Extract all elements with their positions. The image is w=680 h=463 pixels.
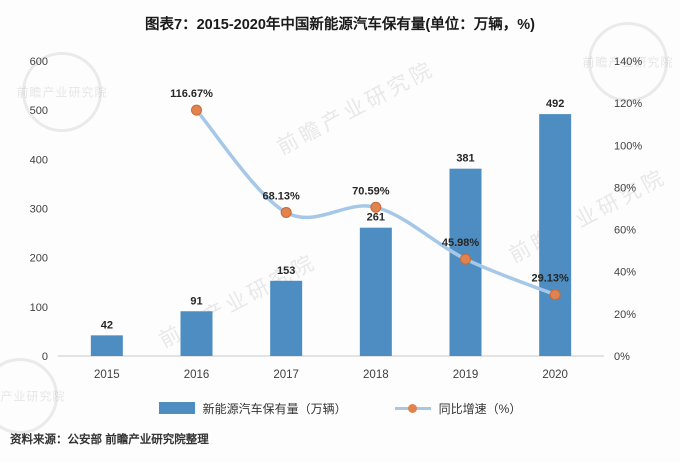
growth-value-label: 68.13% bbox=[263, 190, 301, 202]
bar-2018 bbox=[359, 227, 392, 356]
chart-area: 0 100 200 300 400 500 600 0% 20% 40% 60% 80% 100% 120… bbox=[0, 36, 680, 391]
chart-title: 图表7：2015-2020年中国新能源汽车保有量(单位：万辆，%) bbox=[145, 17, 535, 33]
bar-2016 bbox=[180, 311, 213, 356]
growth-marker-2016 bbox=[191, 104, 202, 116]
x-axis-label: 2019 bbox=[453, 369, 479, 381]
chart-legend: 新能源汽车保有量（万辆） 同比增速（%） bbox=[0, 393, 680, 423]
right-axis-tick: 100% bbox=[614, 140, 642, 152]
legend-item-line: 同比增速（%） bbox=[394, 400, 522, 417]
legend-line-marker-icon bbox=[407, 403, 417, 413]
left-axis-tick: 600 bbox=[30, 56, 48, 68]
left-axis-tick: 100 bbox=[30, 302, 48, 314]
right-axis-tick: 40% bbox=[614, 267, 636, 279]
right-axis-tick: 140% bbox=[614, 56, 642, 68]
legend-bar-swatch bbox=[158, 402, 195, 414]
growth-marker-2019 bbox=[460, 253, 471, 265]
bar-value-label: 381 bbox=[456, 153, 474, 165]
right-axis-tick: 120% bbox=[614, 98, 642, 110]
combo-chart: 0 100 200 300 400 500 600 0% 20% 40% 60% 80% 100% 120… bbox=[30, 56, 643, 381]
growth-value-label: 70.59% bbox=[352, 185, 390, 197]
x-axis-label: 2017 bbox=[273, 369, 299, 381]
bar-2015 bbox=[90, 335, 123, 356]
left-axis-tick: 300 bbox=[30, 204, 48, 216]
growth-marker-2020 bbox=[549, 289, 561, 301]
right-axis-tick: 80% bbox=[614, 182, 636, 194]
legend-item-bars: 新能源汽车保有量（万辆） bbox=[158, 400, 347, 417]
left-axis-tick: 200 bbox=[30, 253, 48, 265]
growth-value-label: 45.98% bbox=[442, 237, 480, 249]
right-axis-tick: 20% bbox=[614, 309, 636, 321]
growth-marker-2018 bbox=[370, 201, 382, 213]
legend-line-label: 同比增速（%） bbox=[438, 401, 522, 416]
bar-2017 bbox=[270, 280, 303, 356]
source-note: 资料来源：公安部 前瞻产业研究院整理 bbox=[10, 434, 209, 446]
bar-value-label: 261 bbox=[367, 212, 385, 224]
right-axis-tick: 60% bbox=[614, 225, 636, 237]
x-axis-label: 2015 bbox=[94, 369, 120, 381]
growth-value-label: 116.67% bbox=[170, 88, 213, 100]
legend-line-swatch bbox=[394, 403, 431, 413]
bar-value-label: 492 bbox=[546, 98, 564, 110]
left-axis-tick: 400 bbox=[30, 154, 48, 166]
bar-2020 bbox=[539, 114, 572, 356]
growth-value-label: 29.13% bbox=[532, 273, 570, 285]
x-axis-label: 2018 bbox=[363, 369, 389, 381]
right-axis-tick: 0% bbox=[614, 351, 630, 363]
legend-bar-label: 新能源汽车保有量（万辆） bbox=[202, 401, 347, 416]
bar-value-label: 91 bbox=[190, 295, 202, 307]
growth-marker-2017 bbox=[280, 206, 292, 218]
left-axis-tick: 500 bbox=[30, 105, 48, 117]
bar-value-label: 42 bbox=[101, 319, 113, 331]
left-axis-tick: 0 bbox=[42, 351, 48, 363]
bar-value-label: 153 bbox=[277, 265, 295, 277]
x-axis-label: 2020 bbox=[542, 369, 568, 381]
x-axis-label: 2016 bbox=[184, 369, 210, 381]
